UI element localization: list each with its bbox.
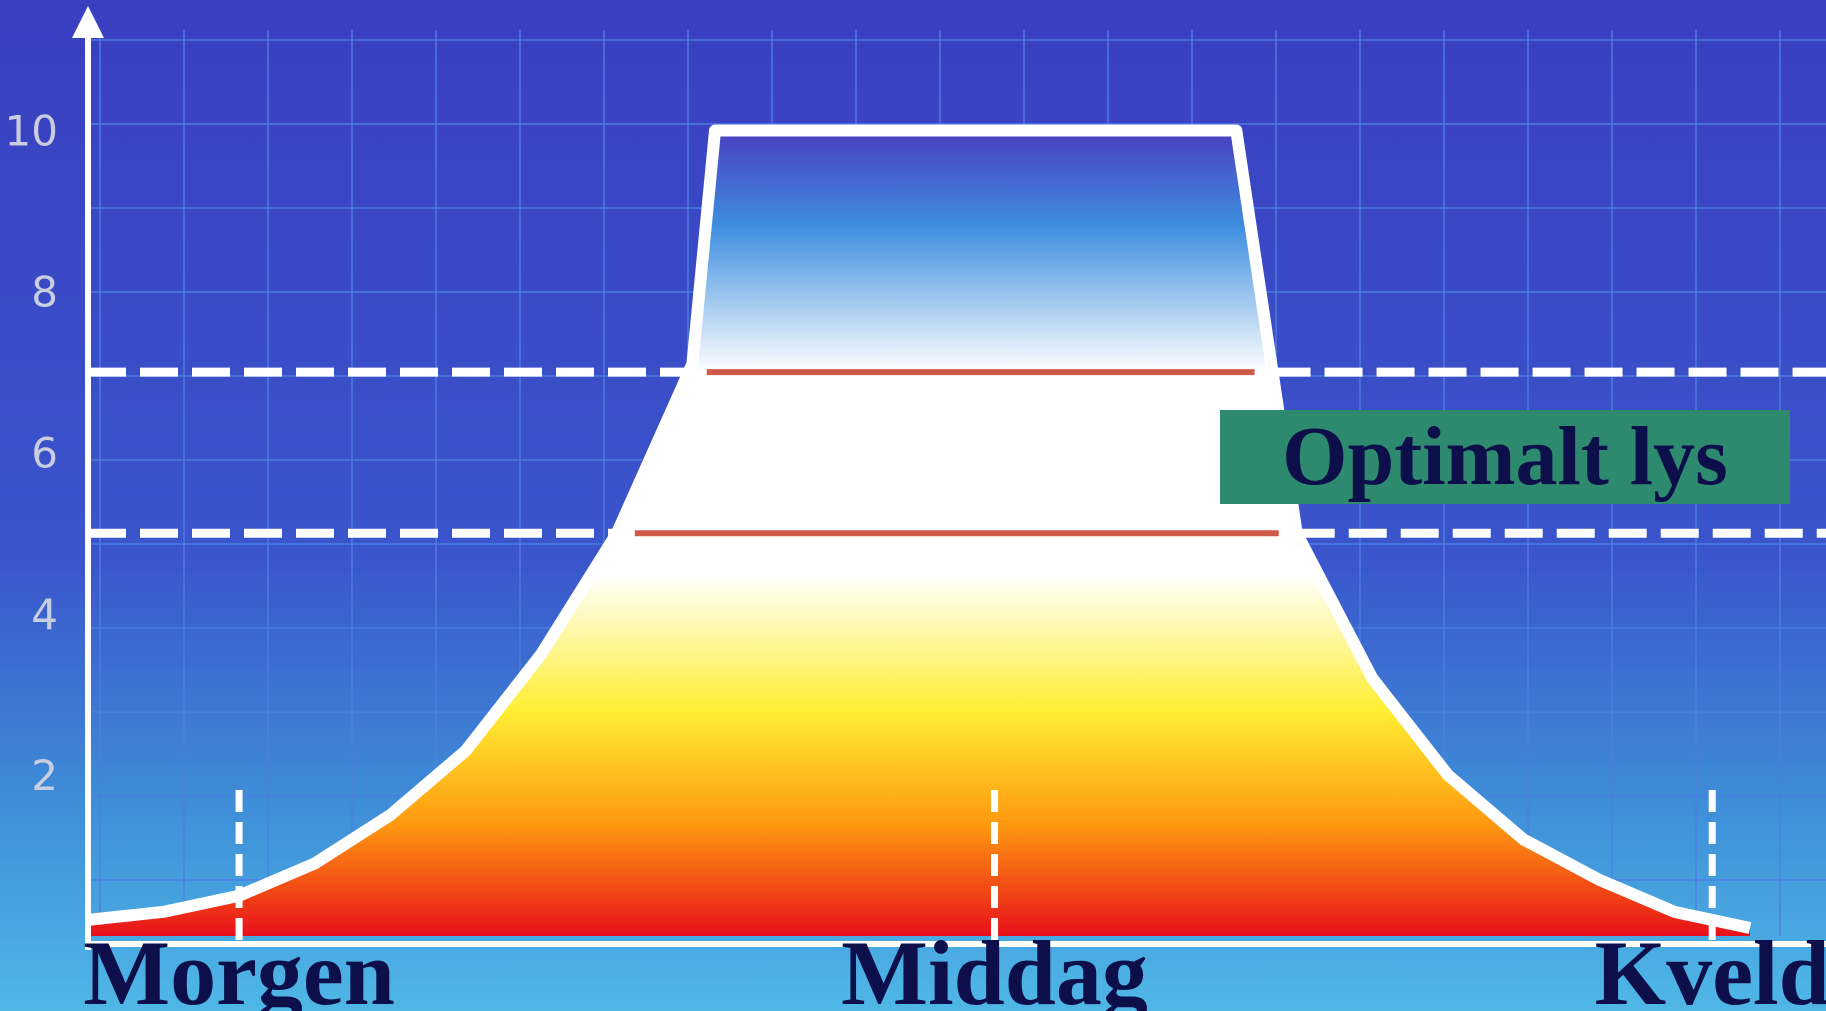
category-label: Morgen: [83, 922, 395, 1011]
annotation: Optimalt lys: [1220, 410, 1790, 504]
series-curve-line: [87, 124, 1752, 934]
annotation-box: [1220, 410, 1790, 504]
category-label: Middag: [841, 922, 1148, 1011]
category-label: Kveld: [1595, 922, 1826, 1011]
annotation-label: Optimalt lys: [1282, 410, 1728, 503]
y-tick-label: 4: [31, 590, 58, 639]
x-category-labels: Morgen Middag Kveld: [83, 922, 1826, 1011]
y-tick-label: 2: [31, 751, 58, 800]
y-tick-label: 6: [31, 429, 58, 478]
y-tick-label: 8: [31, 268, 58, 317]
y-tick-label: 10: [5, 107, 58, 156]
y-axis-arrow: [72, 6, 104, 38]
y-tick-labels: 2 4 6 8 10: [5, 107, 58, 800]
reference-lines: [88, 367, 1826, 538]
axes: [72, 6, 1826, 950]
